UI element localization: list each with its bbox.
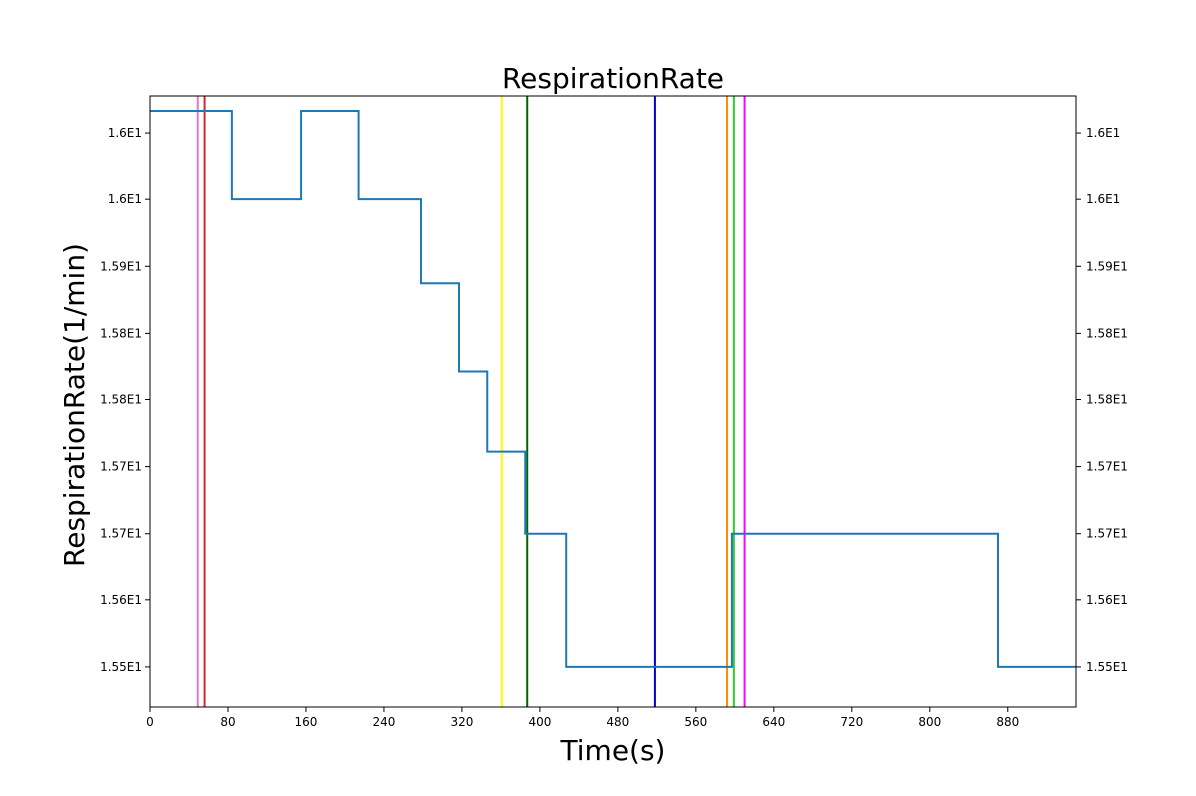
y-tick-label-left: 1.57E1 (100, 460, 142, 474)
y-tick-label-left: 1.56E1 (100, 593, 142, 607)
chart-title: RespirationRate (502, 62, 724, 95)
y-tick-label-right: 1.59E1 (1086, 259, 1128, 273)
x-tick-label: 560 (684, 715, 707, 729)
x-tick-label: 880 (996, 715, 1019, 729)
y-tick-label-right: 1.58E1 (1086, 326, 1128, 340)
y-tick-label-left: 1.6E1 (108, 192, 142, 206)
y-tick-label-right: 1.57E1 (1086, 460, 1128, 474)
y-tick-label-right: 1.57E1 (1086, 527, 1128, 541)
y-tick-label-left: 1.58E1 (100, 392, 142, 406)
y-tick-label-right: 1.6E1 (1086, 126, 1120, 140)
x-tick-label: 480 (606, 715, 629, 729)
y-tick-label-left: 1.58E1 (100, 326, 142, 340)
y-tick-label-left: 1.55E1 (100, 660, 142, 674)
series-group (150, 110, 1076, 668)
x-tick-label: 800 (918, 715, 941, 729)
y-tick-label-right: 1.56E1 (1086, 593, 1128, 607)
x-tick-label: 400 (528, 715, 551, 729)
vertical-markers (196, 96, 746, 707)
y-axis-label: RespirationRate(1/min) (58, 243, 91, 567)
x-axis-label: Time(s) (560, 734, 666, 767)
x-tick-label: 240 (372, 715, 395, 729)
y-tick-label-right: 1.55E1 (1086, 660, 1128, 674)
x-tick-label: 160 (295, 715, 318, 729)
x-tick-label: 640 (762, 715, 785, 729)
y-tick-label-right: 1.6E1 (1086, 192, 1120, 206)
y-tick-label-left: 1.59E1 (100, 259, 142, 273)
plot-frame (149, 95, 1077, 708)
y-tick-label-left: 1.6E1 (108, 126, 142, 140)
y-axis-ticks-right: 1.55E1 1.56E1 1.57E1 1.57E1 1.58E1 1.58E1 1.59… (1076, 126, 1128, 674)
series-line (150, 110, 1076, 668)
x-tick-label: 0 (146, 715, 154, 729)
x-tick-label: 80 (220, 715, 235, 729)
x-tick-label: 720 (840, 715, 863, 729)
y-tick-label-left: 1.57E1 (100, 527, 142, 541)
x-tick-label: 320 (450, 715, 473, 729)
y-tick-label-right: 1.58E1 (1086, 392, 1128, 406)
x-axis-ticks: 0 80 160 240 320 400 480 560 640 720 800 880 (146, 707, 1019, 729)
y-axis-ticks-left: 1.55E1 1.56E1 1.57E1 1.57E1 1.58E1 1.58E1 1.59… (100, 126, 150, 674)
